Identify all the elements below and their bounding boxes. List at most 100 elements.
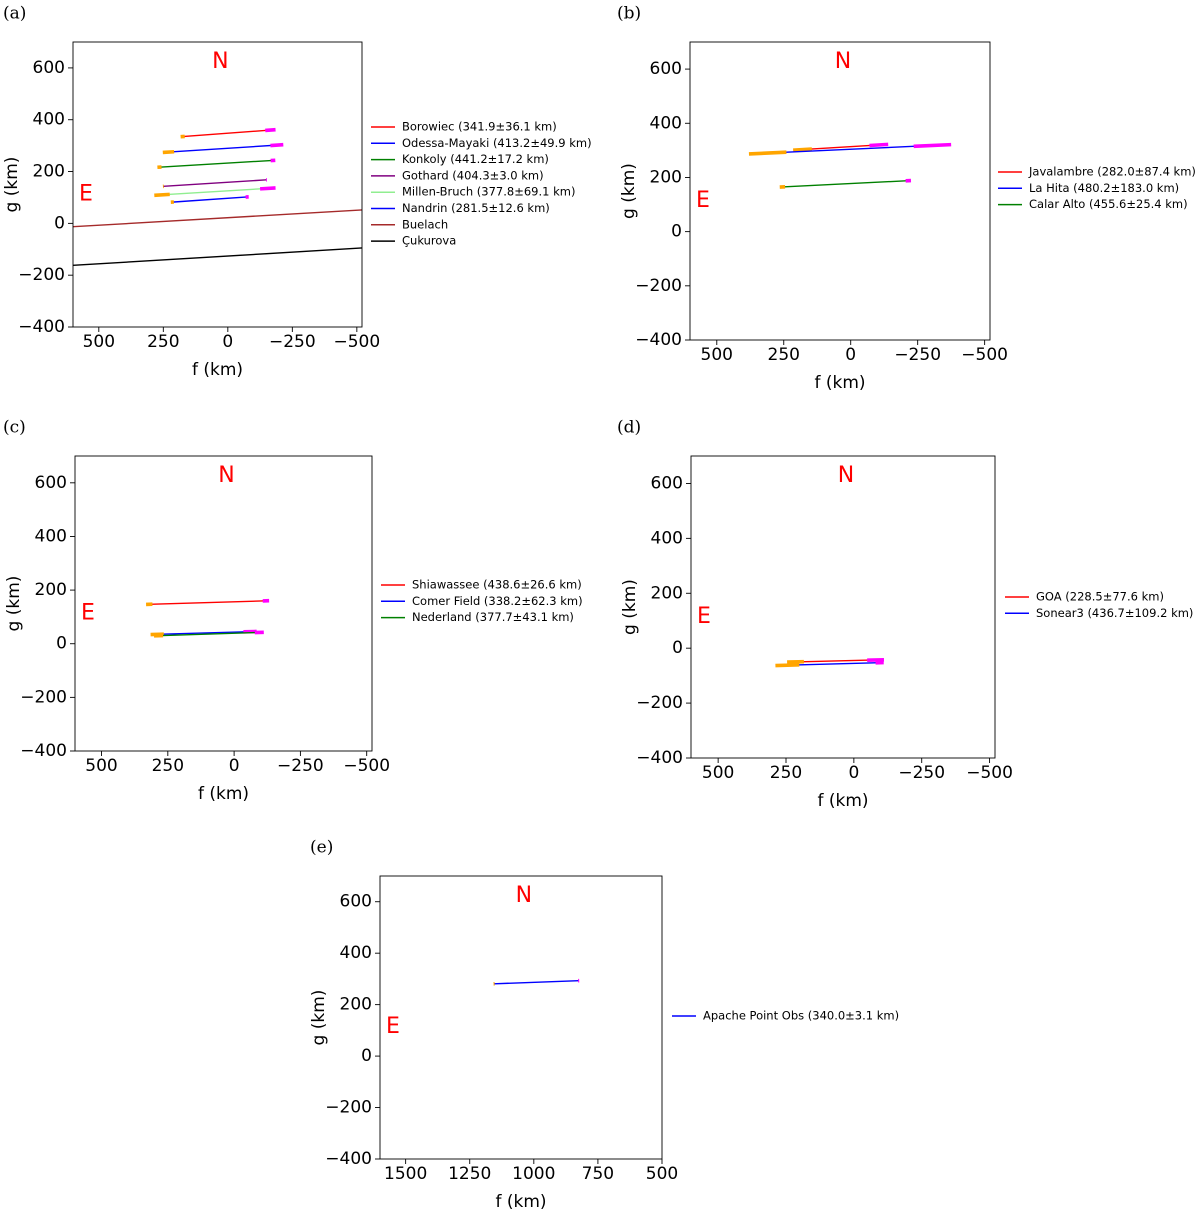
compass-north: N	[835, 49, 851, 74]
y-tick-label: 0	[361, 1046, 372, 1066]
panel-d: (d) 500 250 0 −250 −500 −400 −200 0 200 400 600 f (k…	[617, 418, 1193, 812]
y-tick-label: 400	[35, 526, 67, 546]
legend: Borowiec (341.9±36.1 km) Odessa-Mayaki (4…	[371, 120, 592, 248]
y-tick-label: 600	[650, 59, 682, 79]
chord-line	[149, 600, 266, 606]
x-axis-label: f (km)	[192, 360, 243, 380]
y-tick-label: 400	[650, 113, 682, 133]
y-tick-label: −200	[18, 265, 65, 285]
compass-east: E	[386, 1014, 400, 1039]
y-tick-label: 200	[35, 580, 67, 600]
legend: Shiawassee (438.6±26.6 km) Comer Field (3…	[381, 578, 583, 624]
y-axis-label: g (km)	[4, 576, 24, 632]
ingress-error-bar	[748, 150, 787, 156]
legend-entry: Shiawassee (438.6±26.6 km)	[412, 578, 582, 592]
panel-label: (a)	[3, 4, 26, 24]
chord-line	[182, 129, 271, 138]
axes-frame	[72, 41, 363, 328]
compass-east: E	[697, 604, 711, 629]
x-tick-label: 250	[147, 332, 179, 352]
x-tick-label: −250	[277, 756, 324, 776]
legend-entry: Konkoly (441.2±17.2 km)	[402, 152, 549, 166]
chord-line	[787, 662, 880, 666]
panel-b: (b) 500 250 0 −250 −500 −400 −200 0 200 400 600 f (k…	[617, 4, 1196, 394]
x-tick-label: −250	[894, 345, 941, 365]
y-tick-label: 0	[672, 638, 683, 658]
compass-east: E	[79, 181, 93, 206]
y-tick-label: −200	[636, 693, 683, 713]
x-tick-label: −500	[961, 345, 1008, 365]
data-layer	[146, 598, 270, 638]
data-layer	[775, 657, 885, 668]
y-tick-label: −200	[20, 687, 67, 707]
y-tick-label: 200	[33, 162, 65, 182]
panel-label: (d)	[617, 418, 641, 438]
legend-entry: La Hita (480.2±183.0 km)	[1029, 181, 1179, 195]
chord-line	[795, 659, 876, 663]
panel-label: (e)	[310, 838, 333, 858]
legend: GOA (228.5±77.6 km) Sonear3 (436.7±109.2 …	[1005, 590, 1193, 620]
axes-frame	[690, 455, 996, 759]
x-tick-label: 250	[770, 763, 802, 783]
legend-entry: Nandrin (281.5±12.6 km)	[402, 201, 550, 215]
legend-entry: Calar Alto (455.6±25.4 km)	[1029, 197, 1188, 211]
x-tick-label: 1500	[384, 1164, 427, 1184]
panel-label: (c)	[3, 418, 26, 438]
x-tick-label: 0	[848, 763, 859, 783]
panel-e: (e) 1500 1250 1000 750 500 −400 −200 0 200 400 600 f…	[309, 838, 899, 1210]
egress-error-bar	[265, 127, 276, 133]
x-tick-label: −500	[343, 756, 390, 776]
panel-label: (b)	[617, 4, 641, 24]
data-layer	[748, 142, 952, 189]
axes-frame	[74, 455, 373, 752]
legend-entry: Borowiec (341.9±36.1 km)	[402, 120, 557, 134]
x-tick-label: −250	[269, 332, 316, 352]
x-tick-label: 500	[85, 756, 117, 776]
ingress-error-bar	[154, 192, 170, 198]
chord-line	[73, 209, 362, 228]
compass-north: N	[212, 49, 228, 74]
y-tick-label: 200	[650, 167, 682, 187]
chord-line	[494, 980, 579, 985]
y-tick-label: −200	[325, 1098, 372, 1118]
y-tick-label: −400	[18, 317, 65, 337]
compass-north: N	[838, 463, 854, 488]
y-tick-label: 400	[651, 528, 683, 548]
chord-line	[767, 144, 933, 154]
ingress-error-bar	[162, 149, 175, 155]
compass-north: N	[516, 883, 532, 908]
legend-entry: Comer Field (338.2±62.3 km)	[412, 594, 583, 608]
y-tick-label: 0	[56, 634, 67, 654]
y-tick-label: 0	[54, 213, 65, 233]
x-tick-label: 500	[701, 345, 733, 365]
y-tick-label: −400	[635, 330, 682, 350]
legend-entry: GOA (228.5±77.6 km)	[1036, 590, 1164, 604]
y-tick-label: 600	[340, 892, 372, 912]
chord-line	[172, 196, 248, 203]
x-tick-label: 500	[83, 332, 115, 352]
x-axis-label: f (km)	[198, 784, 249, 804]
legend-entry: Apache Point Obs (340.0±3.1 km)	[703, 1009, 899, 1023]
x-tick-label: −500	[966, 763, 1013, 783]
legend: Javalambre (282.0±87.4 km) La Hita (480.2…	[998, 165, 1196, 211]
y-axis-label: g (km)	[2, 157, 22, 213]
x-tick-label: −250	[898, 763, 945, 783]
compass-north: N	[218, 463, 234, 488]
egress-error-bar	[259, 186, 276, 191]
x-tick-label: 1250	[448, 1164, 491, 1184]
x-tick-label: 500	[646, 1164, 678, 1184]
x-tick-label: 250	[768, 345, 800, 365]
x-axis-label: f (km)	[817, 791, 868, 811]
chord-line	[782, 180, 909, 188]
y-tick-label: 600	[33, 58, 65, 78]
ingress-error-bar	[793, 147, 812, 152]
y-tick-label: 600	[651, 473, 683, 493]
panel-c: (c) 500 250 0 −250 −500 −400 −200 0 200 400 600 f (k…	[3, 418, 583, 805]
chord-line	[802, 144, 879, 151]
compass-east: E	[696, 188, 710, 213]
data-layer	[73, 127, 362, 267]
legend-entry: Millen-Bruch (377.8±69.1 km)	[402, 185, 575, 199]
legend: Apache Point Obs (340.0±3.1 km)	[672, 1009, 899, 1023]
x-tick-label: 0	[222, 332, 233, 352]
x-tick-label: 1000	[512, 1164, 555, 1184]
